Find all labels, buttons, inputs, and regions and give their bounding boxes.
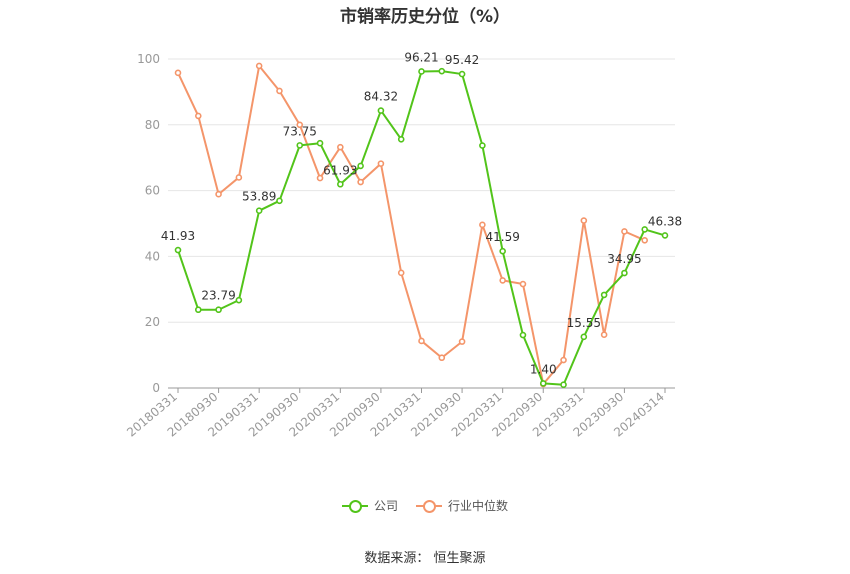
series: [174, 62, 669, 389]
data-point: [276, 87, 283, 95]
data-point: [357, 178, 364, 186]
legend-company-swatch-icon: [341, 499, 368, 513]
data-point: [621, 228, 628, 235]
data-label: 41.59: [485, 230, 519, 244]
data-point: [276, 197, 283, 205]
data-point: [519, 280, 527, 288]
data-point: [418, 68, 425, 75]
y-tick-label: 0: [152, 381, 160, 395]
data-point: [560, 381, 567, 389]
data-label: 1.40: [530, 362, 557, 376]
legend-item-industry[interactable]: 行业中位数: [416, 497, 508, 514]
data-point: [397, 135, 405, 143]
data-source: 数据来源： 恒生聚源: [364, 551, 486, 566]
chart-title: 市销率历史分位（%）: [339, 7, 511, 27]
data-point: [174, 69, 182, 77]
data-point: [479, 142, 486, 149]
data-point: [641, 236, 649, 244]
data-point: [377, 160, 385, 167]
data-point: [519, 331, 527, 339]
data-point: [580, 333, 588, 341]
data-point: [479, 221, 486, 229]
data-point: [215, 306, 222, 314]
data-point: [255, 62, 263, 70]
data-point: [316, 139, 324, 147]
data-point: [438, 354, 446, 362]
y-tick-label: 40: [145, 249, 160, 263]
data-label: 84.32: [364, 90, 398, 104]
y-tick-label: 20: [145, 315, 160, 329]
data-point: [600, 331, 608, 339]
y-tick-label: 100: [137, 52, 160, 66]
data-point: [357, 162, 364, 170]
data-point: [194, 112, 202, 120]
data-label: 61.93: [323, 163, 357, 177]
data-label: 53.89: [242, 190, 276, 204]
data-point: [316, 174, 324, 182]
data-point: [337, 180, 344, 188]
data-label: 41.93: [161, 229, 195, 243]
data-point: [458, 338, 466, 345]
data-point: [661, 232, 669, 239]
legend-industry-swatch-icon: [416, 499, 442, 513]
data-point: [539, 380, 547, 387]
data-point: [215, 190, 222, 198]
data-point: [174, 246, 182, 254]
data-point: [418, 337, 425, 345]
legend-item-company[interactable]: 公司: [341, 497, 398, 514]
data-label: 73.75: [283, 124, 317, 138]
data-point: [235, 174, 243, 181]
data-point: [641, 226, 649, 233]
data-label: 15.55: [567, 316, 601, 330]
data-label: 46.38: [648, 214, 682, 228]
legend-industry-label: 行业中位数: [448, 499, 509, 513]
data-point: [458, 70, 466, 78]
data-point: [337, 143, 344, 151]
data-point: [296, 142, 304, 149]
data-point: [499, 277, 506, 284]
axes: 0204060801002018033120180930201903312019…: [124, 52, 675, 440]
data-point: [621, 269, 628, 277]
data-label: 96.21: [404, 50, 438, 64]
data-point: [397, 269, 405, 277]
data-point: [255, 207, 263, 215]
data-point: [600, 291, 608, 299]
data-point: [560, 356, 567, 364]
legend: 公司 行业中位数: [0, 497, 850, 514]
legend-company-label: 公司: [373, 499, 398, 513]
data-point: [580, 217, 588, 224]
data-point: [377, 107, 385, 114]
y-tick-label: 60: [145, 184, 160, 198]
data-point: [296, 121, 304, 129]
data-point: [194, 306, 202, 314]
data-labels: 41.93 23.79 53.89 73.75 61.93 84.32 96.21 95.42…: [161, 50, 682, 376]
data-label: 23.79: [201, 289, 235, 303]
y-tick-label: 80: [145, 118, 160, 132]
data-label: 95.42: [445, 53, 479, 67]
data-label: 34.95: [607, 252, 641, 266]
data-point: [235, 296, 243, 304]
data-point: [499, 247, 506, 255]
data-point: [438, 67, 446, 75]
series-line: [177, 64, 646, 386]
